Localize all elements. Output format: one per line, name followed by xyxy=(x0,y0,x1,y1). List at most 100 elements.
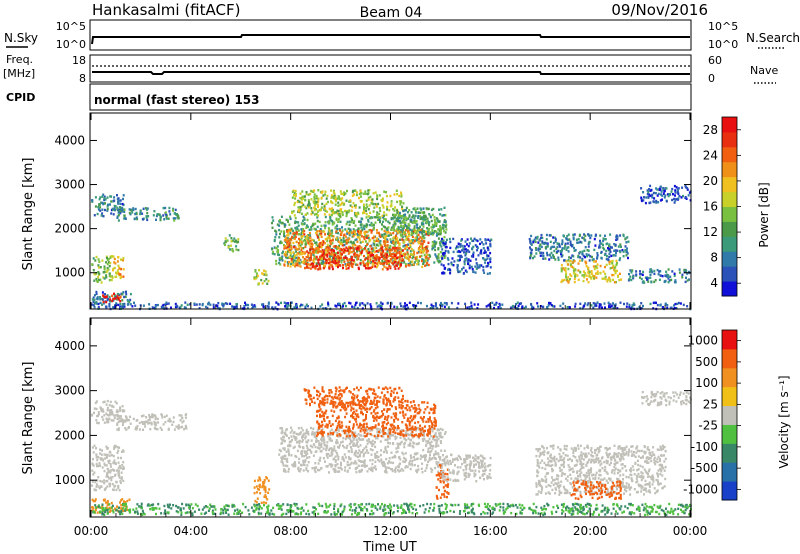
power-data-point xyxy=(628,305,631,309)
power-data-point xyxy=(456,263,459,267)
power-data-point xyxy=(420,237,423,241)
velocity-data-point xyxy=(154,421,157,425)
power-data-point xyxy=(613,243,616,246)
power-data-point xyxy=(388,248,391,251)
power-data-point xyxy=(286,256,289,260)
velocity-data-point xyxy=(143,420,146,424)
power-data-point xyxy=(473,303,476,306)
power-data-point xyxy=(565,260,568,263)
power-data-point xyxy=(283,235,286,238)
velocity-data-point xyxy=(122,450,125,453)
power-data-point xyxy=(387,226,390,229)
power-data-point xyxy=(673,280,676,284)
power-data-point xyxy=(609,267,612,270)
power-data-point xyxy=(377,238,380,241)
power-data-point xyxy=(560,270,563,273)
velocity-data-point xyxy=(565,506,567,509)
power-data-point xyxy=(295,256,298,259)
power-data-point xyxy=(407,234,410,238)
power-data-point xyxy=(107,261,110,264)
power-data-point xyxy=(443,301,446,305)
power-data-point xyxy=(413,253,416,256)
power-data-point xyxy=(313,213,316,216)
power-data-point xyxy=(231,239,234,242)
power-data-point xyxy=(593,267,596,271)
power-data-point xyxy=(323,254,326,258)
velocity-data-point xyxy=(149,507,152,511)
power-data-point xyxy=(301,261,303,264)
nsky-tick-bottom: 10^0 xyxy=(56,38,86,51)
power-data-point xyxy=(328,259,331,262)
power-data-point xyxy=(204,305,207,309)
power-data-point xyxy=(375,262,378,265)
power-data-point xyxy=(340,233,342,236)
velocity-data-point xyxy=(101,480,104,483)
velocity-data-point xyxy=(644,502,647,506)
power-data-point xyxy=(339,190,342,193)
power-data-point xyxy=(290,257,293,261)
power-data-point xyxy=(300,228,303,231)
velocity-data-point xyxy=(579,505,582,509)
power-data-point xyxy=(345,235,348,238)
power-data-point xyxy=(664,274,667,277)
power-data-point xyxy=(568,238,571,241)
power-data-point xyxy=(459,270,462,273)
power-data-point xyxy=(608,304,611,307)
power-data-point xyxy=(352,240,355,244)
power-data-point xyxy=(450,261,453,264)
velocity-data-point xyxy=(109,451,112,454)
power-data-point xyxy=(574,302,577,306)
power-data-point xyxy=(321,249,324,252)
velocity-data-point xyxy=(119,406,122,409)
power-data-point xyxy=(95,255,98,259)
power-data-point xyxy=(358,304,361,307)
velocity-data-point xyxy=(163,512,166,515)
velocity-data-point xyxy=(102,506,105,510)
power-data-point xyxy=(524,305,527,308)
power-data-point xyxy=(258,282,260,285)
power-data-point xyxy=(209,303,212,306)
power-data-point xyxy=(582,279,585,283)
power-data-point xyxy=(226,239,229,242)
power-data-point xyxy=(165,217,168,220)
power-data-point xyxy=(314,222,317,225)
power-data-point xyxy=(297,252,300,255)
power-colorbar-tick-label: 4 xyxy=(710,276,718,290)
velocity-data-point xyxy=(391,512,394,515)
power-data-point xyxy=(334,227,337,230)
power-data-point xyxy=(375,239,378,242)
power-data-point xyxy=(283,230,285,233)
power-data-point xyxy=(107,268,110,271)
power-data-point xyxy=(422,225,425,228)
power-data-point xyxy=(449,240,452,244)
power-data-point xyxy=(315,246,318,250)
power-data-point xyxy=(678,194,681,198)
velocity-data-point xyxy=(94,508,97,512)
power-data-point xyxy=(324,193,326,196)
power-data-point xyxy=(441,237,444,241)
power-data-point xyxy=(384,258,387,261)
power-data-point xyxy=(412,249,415,252)
power-data-point xyxy=(332,222,335,225)
freq-trace xyxy=(92,71,690,75)
power-data-point xyxy=(377,239,380,243)
power-data-point xyxy=(382,249,385,253)
power-data-point xyxy=(216,304,219,308)
velocity-data-point xyxy=(537,512,540,515)
power-data-point xyxy=(365,256,368,260)
power-data-point xyxy=(378,207,381,210)
velocity-data-point xyxy=(257,503,260,506)
power-data-point xyxy=(580,241,583,244)
power-data-point xyxy=(434,245,436,248)
power-data-point xyxy=(459,256,462,259)
power-data-point xyxy=(425,251,428,254)
power-data-point xyxy=(307,241,310,245)
velocity-data-point xyxy=(579,503,582,507)
velocity-data-point xyxy=(122,507,125,510)
power-data-point xyxy=(665,270,668,273)
power-data-point xyxy=(375,213,378,217)
power-data-point xyxy=(317,258,320,261)
power-data-point xyxy=(429,216,432,219)
velocity-data-point xyxy=(297,513,299,516)
power-data-point xyxy=(301,223,304,226)
